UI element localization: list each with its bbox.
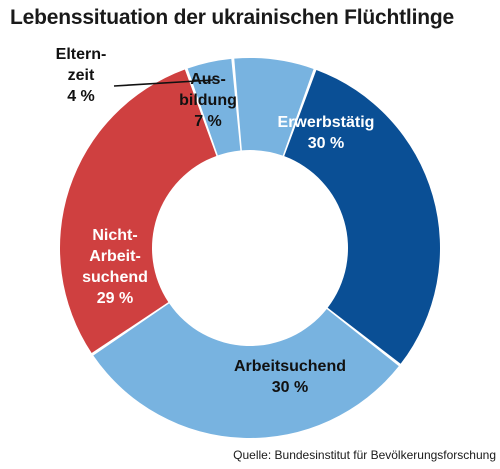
slice-name-label: Erwerbstätig xyxy=(278,114,375,131)
slice-name-label: bildung xyxy=(179,92,237,109)
slice-labels: Erwerbstätig 30 % Arbeitsuchend 30 % Nicht- A… xyxy=(56,46,375,396)
slice-elternzeit xyxy=(187,58,241,156)
slice-ausbildung xyxy=(234,58,314,156)
slice-nichtarbeitsuchend xyxy=(59,69,217,354)
slice-label: Aus-bildung 7 % xyxy=(179,71,237,130)
leader-lines xyxy=(113,79,214,87)
slice-label: Eltern-zeit 4 % xyxy=(56,46,107,105)
slice-erwerbstätig xyxy=(284,69,441,364)
source-note: Quelle: Bundesinstitut für Bevölkerungsf… xyxy=(233,448,496,462)
slice-label: Nicht- Arbeit-suchend 29 % xyxy=(82,227,148,307)
slice-name-label: Aus- xyxy=(190,71,226,88)
slice-value-label: 7 % xyxy=(194,113,222,130)
donut-slices xyxy=(59,58,441,439)
slice-value-label: 30 % xyxy=(272,379,308,396)
slice-arbeitsuchend xyxy=(93,303,399,439)
slice-name-label: Nicht- xyxy=(92,227,137,244)
slice-name-label: Eltern- xyxy=(56,46,107,63)
leader-line xyxy=(113,79,214,87)
slice-name-label: zeit xyxy=(68,67,95,84)
slice-name-label: Arbeitsuchend xyxy=(234,358,346,375)
slice-value-label: 30 % xyxy=(308,135,344,152)
slice-name-label: Arbeit- xyxy=(89,248,141,265)
slice-name-label: suchend xyxy=(82,269,148,286)
slice-value-label: 4 % xyxy=(67,88,95,105)
slice-value-label: 29 % xyxy=(97,290,133,307)
slice-label: Arbeitsuchend 30 % xyxy=(234,358,346,396)
slice-label: Erwerbstätig 30 % xyxy=(278,114,375,152)
chart-title: Lebenssituation der ukrainischen Flüchtl… xyxy=(10,6,454,29)
